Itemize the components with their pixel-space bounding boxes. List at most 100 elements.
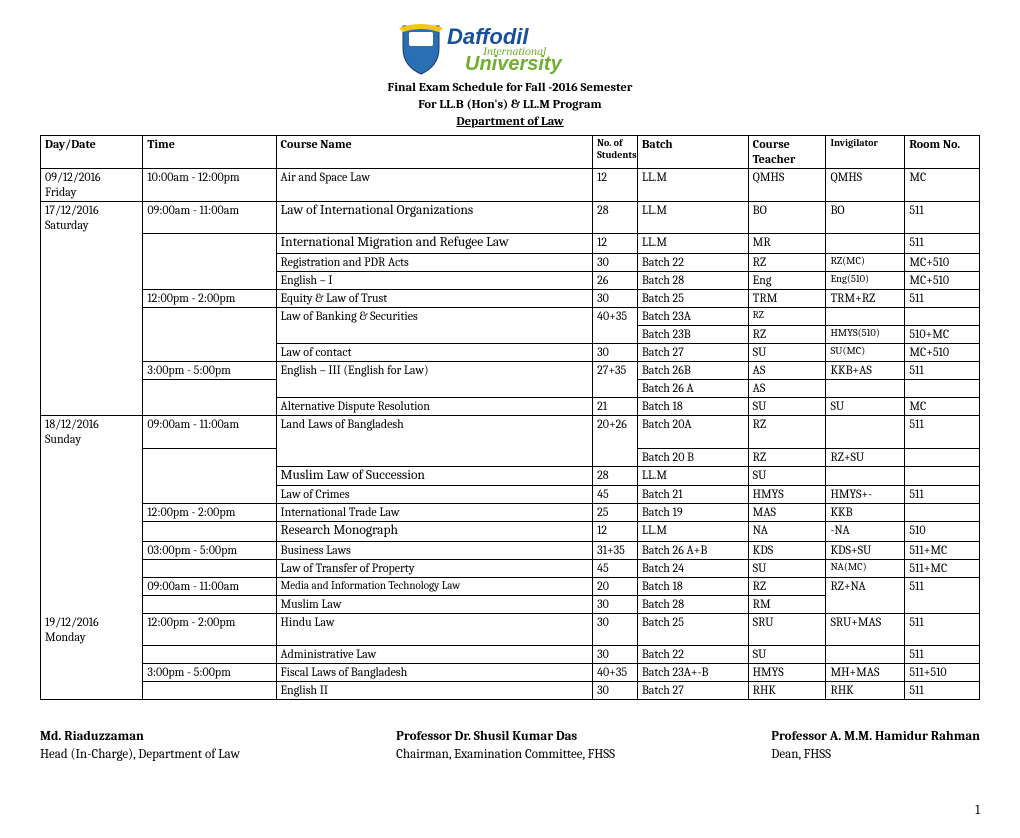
- cell-batch: LL.M: [637, 201, 748, 234]
- cell-students: [593, 448, 638, 466]
- cell-batch: Batch 28: [637, 596, 748, 614]
- cell-room: 511+MC: [905, 560, 980, 578]
- cell-teacher: AS: [748, 380, 826, 398]
- cell-course: Fiscal Laws of Bangladesh: [276, 664, 593, 682]
- cell-batch: Batch 23B: [637, 326, 748, 344]
- cell-invigilator: BO: [826, 201, 905, 234]
- cell-batch: Batch 28: [637, 272, 748, 290]
- table-row: English II30Batch 27RHKRHK511: [41, 682, 980, 700]
- sig3-title: Dean, FHSS: [771, 746, 980, 764]
- cell-room: [905, 308, 980, 326]
- cell-time: 3:00pm - 5:00pm: [143, 664, 276, 682]
- cell-day: [41, 646, 143, 664]
- cell-course: [276, 380, 593, 398]
- table-row: 09/12/2016Friday10:00am - 12:00pm Air an…: [41, 168, 980, 201]
- table-row: Law of contact30Batch 27SUSU(MC)MC+510: [41, 344, 980, 362]
- cell-batch: Batch 26B: [637, 362, 748, 380]
- cell-time: [143, 522, 276, 542]
- cell-course: [276, 448, 593, 466]
- cell-teacher: KDS: [748, 542, 826, 560]
- cell-time: 12:00pm - 2:00pm: [143, 614, 276, 646]
- cell-batch: Batch 20A: [637, 416, 748, 449]
- table-row: 09:00am - 11:00amMedia and Information T…: [41, 578, 980, 596]
- sig2-name: Professor Dr. Shusil Kumar Das: [396, 728, 615, 746]
- cell-teacher: AS: [748, 362, 826, 380]
- cell-course: Hindu Law: [276, 614, 593, 646]
- cell-teacher: SRU: [748, 614, 826, 646]
- cell-batch: Batch 18: [637, 398, 748, 416]
- cell-batch: Batch 26 A+B: [637, 542, 748, 560]
- cell-time: 09:00am - 11:00am: [143, 416, 276, 449]
- cell-teacher: NA: [748, 522, 826, 542]
- cell-students: 20+26: [593, 416, 638, 449]
- cell-teacher: HMYS: [748, 486, 826, 504]
- col-time: Time: [143, 135, 276, 168]
- cell-teacher: RZ: [748, 308, 826, 326]
- title-block: Final Exam Schedule for Fall -2016 Semes…: [40, 80, 980, 131]
- cell-room: 511: [905, 290, 980, 308]
- cell-students: 45: [593, 560, 638, 578]
- cell-batch: Batch 22: [637, 646, 748, 664]
- cell-room: MC+510: [905, 344, 980, 362]
- cell-teacher: SU: [748, 344, 826, 362]
- cell-course: Land Laws of Bangladesh: [276, 416, 593, 449]
- cell-course: Registration and PDR Acts: [276, 254, 593, 272]
- cell-time: [143, 380, 276, 398]
- logo-block: Daffodil International University: [40, 20, 980, 76]
- cell-invigilator: SU(MC): [826, 344, 905, 362]
- cell-room: 511: [905, 486, 980, 504]
- cell-invigilator: [826, 466, 905, 486]
- cell-teacher: Eng: [748, 272, 826, 290]
- cell-course: Research Monograph: [276, 522, 593, 542]
- cell-room: 511: [905, 234, 980, 254]
- cell-room: [905, 596, 980, 614]
- cell-day: [41, 290, 143, 308]
- cell-batch: Batch 26 A: [637, 380, 748, 398]
- cell-teacher: BO: [748, 201, 826, 234]
- cell-invigilator: RZ+NA: [826, 578, 905, 596]
- cell-teacher: SU: [748, 398, 826, 416]
- cell-course: International Trade Law: [276, 504, 593, 522]
- cell-invigilator: NA(MC): [826, 560, 905, 578]
- signatures-block: Md. Riaduzzaman Head (In-Charge), Depart…: [40, 728, 980, 763]
- cell-course: Law of Crimes: [276, 486, 593, 504]
- cell-students: 12: [593, 234, 638, 254]
- cell-course: Law of Banking & Securities: [276, 308, 593, 326]
- cell-time: [143, 466, 276, 486]
- cell-room: 511: [905, 646, 980, 664]
- cell-invigilator: TRM+RZ: [826, 290, 905, 308]
- cell-batch: Batch 20 B: [637, 448, 748, 466]
- schedule-table: Day/Date Time Course Name No. ofStudents…: [40, 135, 980, 701]
- table-body: 09/12/2016Friday10:00am - 12:00pm Air an…: [41, 168, 980, 700]
- cell-students: 28: [593, 466, 638, 486]
- cell-students: 30: [593, 682, 638, 700]
- cell-course: English – I: [276, 272, 593, 290]
- cell-teacher: RZ: [748, 254, 826, 272]
- cell-teacher: RHK: [748, 682, 826, 700]
- cell-room: MC: [905, 398, 980, 416]
- cell-invigilator: KKB: [826, 504, 905, 522]
- cell-day: [41, 504, 143, 522]
- cell-room: MC: [905, 168, 980, 201]
- cell-batch: Batch 27: [637, 682, 748, 700]
- cell-invigilator: QMHS: [826, 168, 905, 201]
- cell-room: [905, 448, 980, 466]
- cell-time: [143, 682, 276, 700]
- cell-room: 511+510: [905, 664, 980, 682]
- cell-teacher: QMHS: [748, 168, 826, 201]
- table-row: Research Monograph12LL.MNA-NA510: [41, 522, 980, 542]
- cell-time: 09:00am - 11:00am: [143, 578, 276, 596]
- cell-students: 30: [593, 290, 638, 308]
- cell-day: 19/12/2016Monday: [41, 614, 143, 646]
- cell-time: [143, 398, 276, 416]
- cell-day: [41, 272, 143, 290]
- cell-invigilator: RZ(MC): [826, 254, 905, 272]
- cell-time: [143, 308, 276, 326]
- cell-invigilator: [826, 646, 905, 664]
- cell-time: [143, 486, 276, 504]
- cell-batch: Batch 25: [637, 614, 748, 646]
- university-logo: Daffodil International University: [395, 20, 625, 76]
- cell-invigilator: [826, 596, 905, 614]
- cell-students: 28: [593, 201, 638, 234]
- cell-batch: LL.M: [637, 522, 748, 542]
